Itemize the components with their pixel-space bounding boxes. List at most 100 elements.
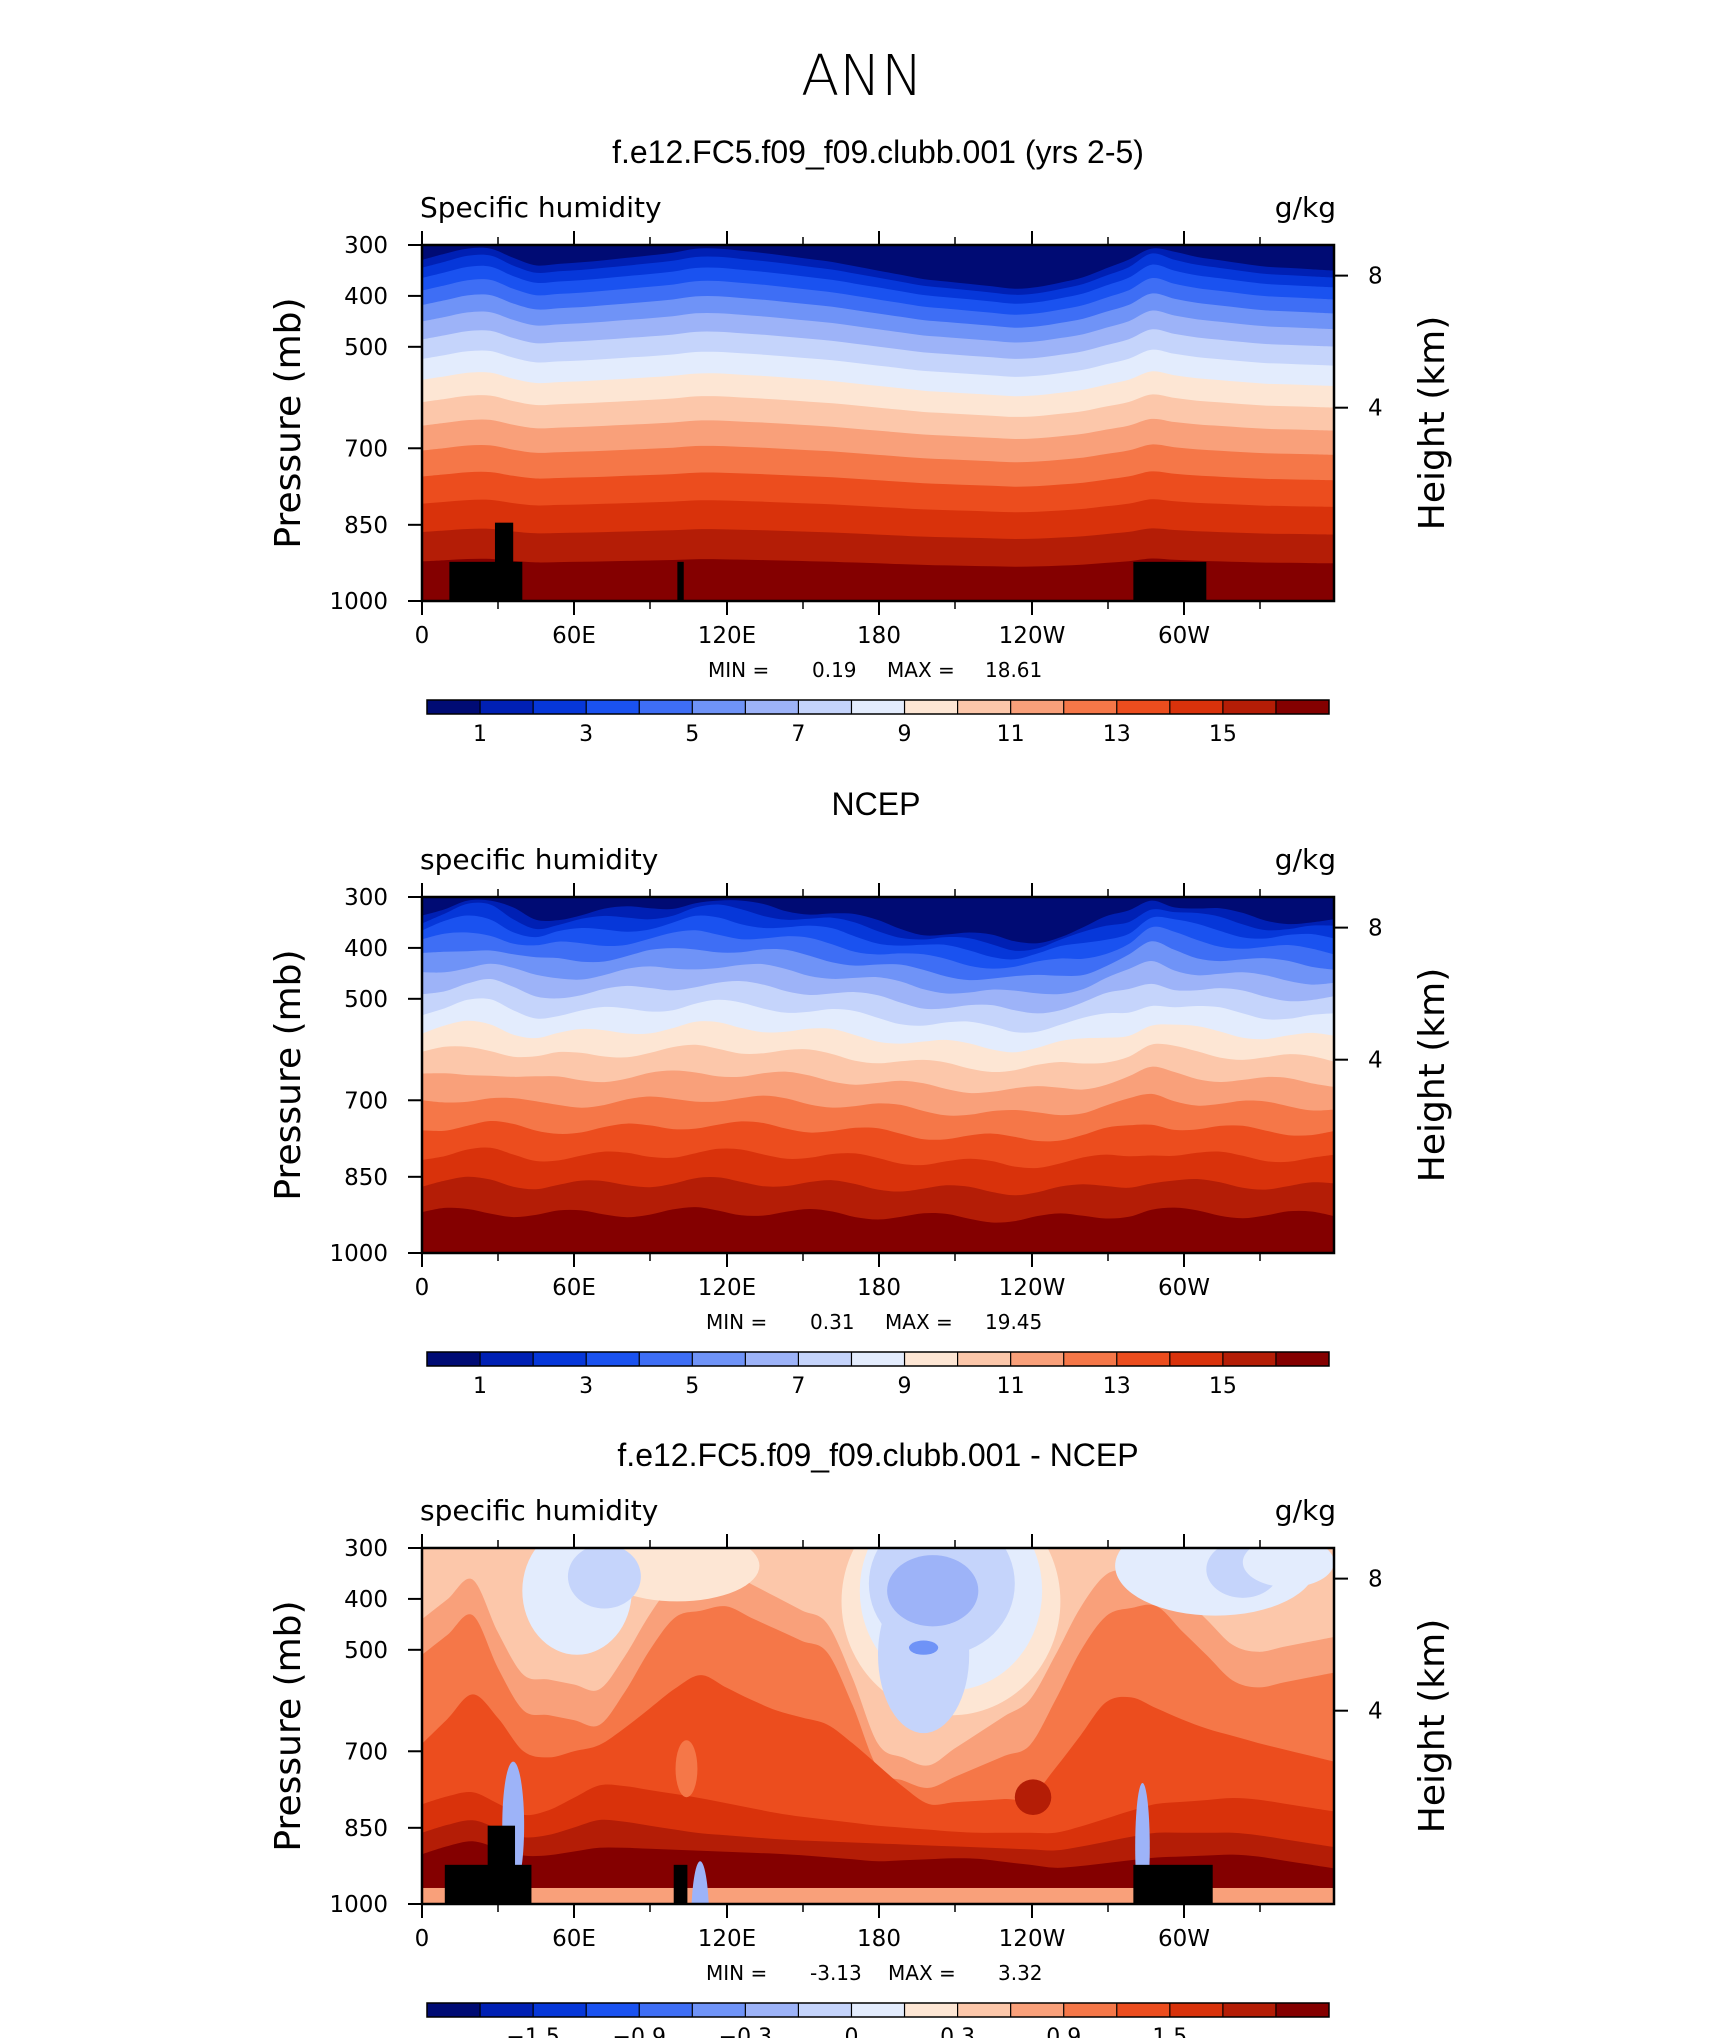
x-tick-label: 120E — [698, 1926, 756, 1952]
colorbar-tick-label: 3 — [579, 1374, 593, 1399]
y2-axis: 84 — [1334, 1567, 1383, 1725]
colorbar-swatch — [1169, 2003, 1224, 2017]
colorbar-frame — [426, 699, 1330, 715]
colorbar-swatch — [957, 2003, 1012, 2017]
max-label: MAX = — [888, 1961, 956, 1985]
colorbar-swatch — [427, 2003, 481, 2017]
band-fill — [887, 1555, 979, 1627]
colorbar-swatch — [533, 700, 587, 714]
y-axis: 300 400 500 700 850 1000 — [329, 885, 422, 1267]
colorbar-swatch — [427, 1352, 481, 1366]
colorbar-swatch — [851, 2003, 906, 2017]
y-tick-label: 300 — [344, 233, 388, 259]
colorbar-swatch — [427, 700, 481, 714]
colorbar-tick-label: 3 — [579, 722, 593, 747]
colorbar-swatch — [1010, 2003, 1065, 2017]
y-tick-label: 1000 — [329, 1241, 388, 1267]
y2-axis: 84 — [1334, 916, 1383, 1074]
x-tick-label: 60W — [1158, 623, 1210, 649]
colorbar-swatch — [639, 700, 693, 714]
colorbar-swatch — [1010, 700, 1065, 714]
band-fill — [567, 1548, 641, 1609]
colorbar-swatch — [904, 2003, 959, 2017]
colorbar-tick-label: −1.5 — [506, 2025, 559, 2038]
y2-axis-label: Height (km) — [1412, 1619, 1453, 1833]
colorbar-tick-label: 13 — [1103, 722, 1131, 747]
band-fill — [1242, 1548, 1334, 1588]
min-value: -3.13 — [810, 1961, 862, 1985]
x-tick-label: 180 — [857, 623, 901, 649]
land-mask-block — [487, 1825, 516, 1904]
y-tick-label: 500 — [344, 987, 388, 1013]
x-tick-label: 180 — [857, 1926, 901, 1952]
y-axis-label: Pressure (mb) — [268, 1600, 309, 1851]
y-tick-label: 500 — [344, 1638, 388, 1664]
x-tick-label: 60W — [1158, 1275, 1210, 1301]
band-fill — [909, 1640, 939, 1655]
field-bands — [422, 897, 1334, 1253]
min-label: MIN = — [706, 1961, 767, 1985]
colorbar-swatch — [1169, 700, 1224, 714]
x-tick-label: 60E — [552, 1926, 596, 1952]
y-tick-label: 700 — [344, 1739, 388, 1765]
units-label: g/kg — [1275, 1494, 1336, 1527]
y2-tick-label: 8 — [1368, 264, 1383, 290]
colorbar: 1 3 5 7 9 11 13 15 — [426, 699, 1330, 747]
colorbar-frame — [426, 2002, 1330, 2018]
colorbar-swatch — [1116, 2003, 1171, 2017]
y2-axis-label: Height (km) — [1412, 968, 1453, 1182]
colorbar-swatch — [1169, 1352, 1224, 1366]
colorbar-tick-label: 13 — [1103, 1374, 1131, 1399]
colorbar-tick-label: 11 — [997, 1374, 1025, 1399]
min-label: MIN = — [708, 658, 769, 682]
x-tick-label: 120W — [999, 1275, 1066, 1301]
panel-difference: f.e12.FC5.f09_f09.clubb.001 - NCEP speci… — [268, 1437, 1453, 2038]
band-fill — [422, 1887, 1334, 1904]
colorbar-swatch — [639, 1352, 693, 1366]
colorbar-tick-label: 15 — [1209, 1374, 1237, 1399]
colorbar-swatch — [851, 700, 906, 714]
land-mask-block — [1133, 561, 1207, 601]
y2-tick-label: 8 — [1368, 916, 1383, 942]
x-tick-label: 120E — [698, 623, 756, 649]
y-tick-label: 850 — [344, 513, 388, 539]
colorbar-swatch — [1222, 2003, 1277, 2017]
colorbar-tick-label: 11 — [997, 722, 1025, 747]
panel-ncep: NCEP specific humidity g/kg 0 60E 120E 180 1… — [268, 786, 1453, 1399]
x-tick-label: 180 — [857, 1275, 901, 1301]
y-tick-label: 850 — [344, 1816, 388, 1842]
land-mask — [449, 522, 1207, 601]
band-fill — [422, 558, 1334, 601]
max-value: 19.45 — [985, 1310, 1042, 1334]
panel-title: f.e12.FC5.f09_f09.clubb.001 - NCEP — [617, 1437, 1138, 1473]
field-bands — [422, 245, 1334, 601]
colorbar-swatch — [480, 2003, 534, 2017]
colorbar-swatch — [1275, 1352, 1330, 1366]
variable-label: specific humidity — [420, 843, 658, 876]
field-bands — [422, 1548, 1334, 1904]
panel-model: f.e12.FC5.f09_f09.clubb.001 (yrs 2-5) Sp… — [268, 134, 1453, 747]
colorbar-swatch — [1222, 700, 1277, 714]
x-tick-label: 60E — [552, 623, 596, 649]
colorbar-swatch — [798, 1352, 852, 1366]
colorbar-tick-label: 0 — [844, 2025, 858, 2038]
colorbar-swatch — [1063, 1352, 1118, 1366]
colorbar-swatch — [480, 700, 534, 714]
colorbar-swatch — [1010, 1352, 1065, 1366]
y-tick-label: 400 — [344, 936, 388, 962]
max-value: 3.32 — [998, 1961, 1043, 1985]
x-tick-label: 60W — [1158, 1926, 1210, 1952]
x-tick-label: 60E — [552, 1275, 596, 1301]
panel-title: NCEP — [832, 786, 921, 822]
colorbar-tick-label: 7 — [791, 722, 805, 747]
y2-tick-label: 4 — [1368, 1048, 1383, 1074]
y2-tick-label: 4 — [1368, 396, 1383, 422]
y-tick-label: 400 — [344, 1587, 388, 1613]
colorbar-tick-label: 1.5 — [1152, 2025, 1187, 2038]
colorbar-swatch — [1275, 700, 1330, 714]
colorbar-swatch — [745, 700, 799, 714]
colorbar-tick-label: −0.9 — [613, 2025, 666, 2038]
colorbar-tick-label: 7 — [791, 1374, 805, 1399]
colorbar-tick-label: 1 — [473, 722, 487, 747]
